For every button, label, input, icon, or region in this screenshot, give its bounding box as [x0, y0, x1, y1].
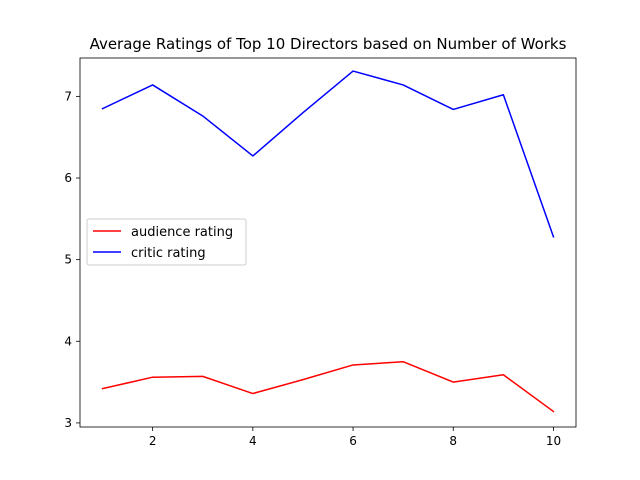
y-tick-label: 5 — [64, 253, 72, 267]
legend-label-audience-rating: audience rating — [131, 225, 233, 240]
series-line-critic-rating — [101, 70, 555, 238]
y-tick-label: 7 — [64, 89, 72, 103]
x-tick-label: 8 — [449, 434, 457, 448]
chart-title: Average Ratings of Top 10 Directors base… — [90, 35, 567, 53]
x-tick-label: 6 — [349, 434, 357, 448]
y-tick-label: 3 — [64, 416, 72, 430]
legend-label-critic-rating: critic rating — [131, 246, 206, 261]
plot-frame — [79, 57, 577, 428]
y-tick-label: 6 — [64, 171, 72, 185]
legend: audience rating critic rating — [86, 218, 247, 266]
series-layer — [101, 70, 555, 413]
series-line-audience-rating — [101, 360, 555, 413]
x-tick-label: 10 — [546, 434, 561, 448]
x-tick-label: 2 — [149, 434, 157, 448]
axes-layer: 2 4 6 8 10 3 4 5 6 7 — [64, 57, 577, 448]
y-tick-label: 4 — [64, 334, 72, 348]
x-tick-label: 4 — [249, 434, 257, 448]
legend-box — [86, 218, 247, 266]
